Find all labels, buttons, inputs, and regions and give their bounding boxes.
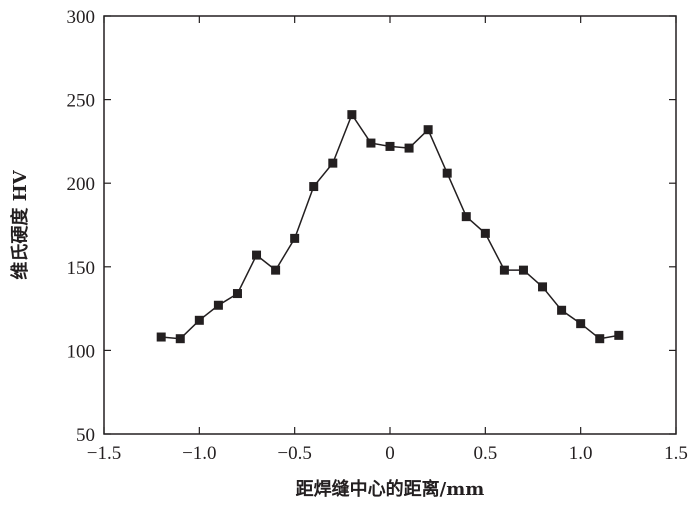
data-point: [347, 110, 357, 120]
y-tick-label: 300: [67, 7, 96, 28]
x-tick-label: −1.0: [182, 443, 216, 464]
data-point: [442, 168, 452, 178]
x-axis-title: 距焊缝中心的距离/mm: [296, 478, 485, 500]
x-tick-label: 0: [385, 443, 395, 464]
data-point: [576, 319, 586, 329]
x-tick-label: 1.5: [664, 443, 688, 464]
data-point: [461, 212, 471, 222]
plot-frame: [103, 15, 677, 435]
series-layer: [156, 110, 624, 344]
data-point: [404, 143, 414, 153]
y-tick-label: 100: [67, 341, 96, 362]
x-tick-label: 1.0: [569, 443, 593, 464]
data-point: [557, 305, 567, 315]
data-point: [328, 158, 338, 168]
data-point: [518, 265, 528, 275]
data-point: [423, 125, 433, 135]
data-point: [252, 250, 262, 260]
y-tick-label: 250: [67, 91, 96, 112]
data-point: [232, 289, 242, 299]
data-point: [385, 141, 395, 151]
data-point: [194, 315, 204, 325]
data-point: [213, 300, 223, 310]
data-point: [175, 334, 185, 344]
data-point: [499, 265, 509, 275]
x-tick-label: 0.5: [473, 443, 497, 464]
y-tick-label: 50: [76, 425, 95, 446]
y-axis-ticks: 50 100 150 200 250 300: [67, 7, 676, 446]
data-point: [538, 282, 548, 292]
x-tick-label: −1.5: [87, 443, 121, 464]
data-point: [156, 332, 166, 342]
data-point: [271, 265, 281, 275]
y-tick-label: 150: [67, 258, 96, 279]
data-point: [290, 233, 300, 243]
data-point: [614, 330, 624, 340]
y-tick-label: 200: [67, 174, 96, 195]
data-point: [366, 138, 376, 148]
x-axis-ticks: −1.5 −1.0 −0.5 0 0.5 1.0 1.5: [87, 16, 688, 464]
y-axis-title: 维氏硬度 HV: [9, 169, 31, 279]
x-tick-label: −0.5: [277, 443, 311, 464]
data-point: [595, 334, 605, 344]
data-point: [309, 182, 319, 192]
data-point: [480, 228, 490, 238]
